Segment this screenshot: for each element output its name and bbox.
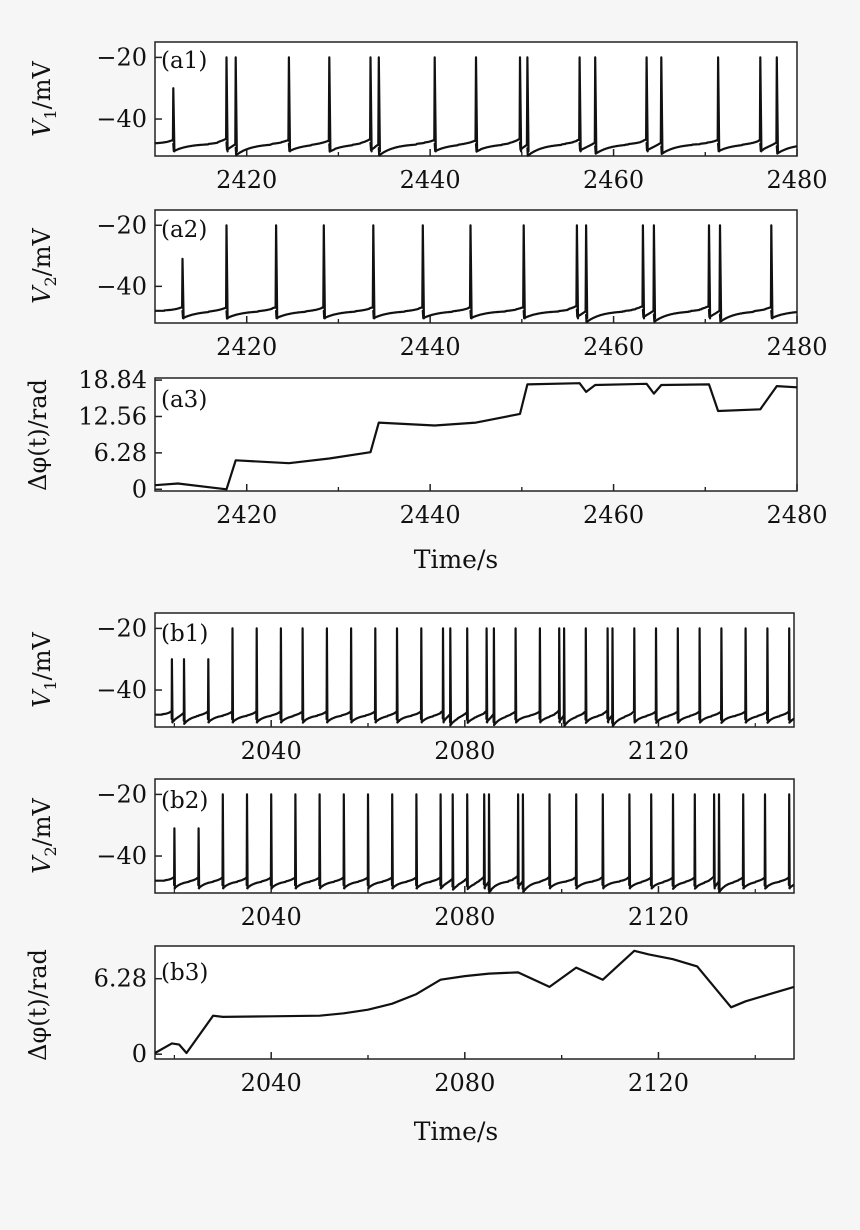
x-tick-label: 2080: [434, 737, 495, 765]
panel-a2-ylabel-sub: 2: [41, 276, 60, 286]
y-tick-label: 6.28: [94, 965, 147, 993]
x-tick-label: 2440: [400, 333, 461, 361]
panel-b2-ticks: 2040 2080 2120 −20 −40: [96, 780, 756, 931]
panel-a1-ylabel-main: V: [28, 117, 56, 137]
panel-a1-ylabel-sub: 1: [41, 109, 60, 119]
y-tick-label: −20: [96, 211, 147, 239]
x-tick-label: 2120: [628, 1069, 689, 1097]
panel-b2-label: (b2): [161, 788, 208, 814]
x-tick-label: 2120: [628, 737, 689, 765]
y-tick-label: 18.84: [78, 366, 147, 394]
panel-b1-ylabel-rest: /mV: [28, 631, 56, 680]
panel-b3-label: (b3): [161, 960, 208, 986]
panel-a3-ticks: 2420 2440 2460 2480 0 6.28 12.56 18.84: [78, 366, 827, 529]
x-tick-label: 2480: [766, 166, 827, 194]
x-tick-label: 2440: [400, 166, 461, 194]
panel-b2-ylabel-main: V: [28, 854, 56, 874]
panel-a1-ylabel-rest: /mV: [28, 60, 56, 109]
panel-a3-ylabel: Δφ(t)/rad: [24, 379, 52, 491]
y-tick-label: 12.56: [78, 402, 147, 430]
x-tick-label: 2120: [628, 903, 689, 931]
panel-b1-ylabel-sub: 1: [41, 680, 60, 690]
panel-a2-ticks: 2420 2440 2460 2480 −20 −40: [96, 211, 827, 361]
x-tick-label: 2080: [434, 1069, 495, 1097]
y-tick-label: −40: [96, 676, 147, 704]
panel-a2-ylabel-rest: /mV: [28, 227, 56, 276]
y-tick-label: 0: [132, 475, 147, 503]
y-tick-label: 6.28: [94, 439, 147, 467]
panel-a3-xlabel: Time/s: [414, 545, 498, 574]
panel-b2-ylabel: V2/mV: [28, 797, 60, 873]
panel-b2-voltage-trace: [154, 793, 795, 894]
panel-a2-frame: [154, 209, 798, 324]
y-tick-label: −40: [96, 105, 147, 133]
panel-b3-xlabel: Time/s: [414, 1117, 498, 1146]
x-tick-label: 2460: [583, 166, 644, 194]
x-tick-label: 2420: [216, 501, 277, 529]
panel-a1-ticks: 2420 2440 2460 2480 −20 −40: [96, 43, 827, 194]
panel-a1: 2420 2440 2460 2480 −20 −40 (a1) V1/mV: [28, 41, 828, 194]
panel-a2-ylabel-main: V: [28, 284, 56, 304]
panel-b3-phase-trace: [154, 949, 795, 1055]
y-tick-label: 0: [132, 1040, 147, 1068]
x-tick-label: 2460: [583, 333, 644, 361]
y-tick-label: −40: [96, 842, 147, 870]
x-tick-label: 2420: [216, 333, 277, 361]
panel-a3-label: (a3): [161, 387, 207, 413]
x-tick-label: 2440: [400, 501, 461, 529]
x-tick-label: 2480: [766, 501, 827, 529]
x-tick-label: 2040: [241, 737, 302, 765]
panel-b1-ylabel: V1/mV: [28, 631, 60, 707]
panel-a2-ylabel: V2/mV: [28, 227, 60, 303]
panel-b1-ticks: 2040 2080 2120 −20 −40: [96, 614, 756, 765]
panel-a3-frame: [154, 377, 798, 492]
panel-a3-phase-trace: [154, 382, 798, 491]
y-tick-label: −20: [96, 780, 147, 808]
panel-b1-frame: [154, 612, 795, 728]
panel-b2-frame: [154, 778, 795, 894]
x-tick-label: 2420: [216, 166, 277, 194]
x-tick-label: 2460: [583, 501, 644, 529]
x-tick-label: 2480: [766, 333, 827, 361]
panel-b2-ylabel-rest: /mV: [28, 797, 56, 846]
panel-a3: 2420 2440 2460 2480 0 6.28 12.56 18.84 (a3) Δφ(…: [24, 366, 828, 574]
x-tick-label: 2080: [434, 903, 495, 931]
panel-b1-ylabel-main: V: [28, 688, 56, 708]
y-tick-label: −40: [96, 272, 147, 300]
panel-a2: 2420 2440 2460 2480 −20 −40 (a2) V2/mV: [28, 209, 828, 361]
panel-a2-label: (a2): [161, 217, 207, 243]
y-tick-label: −20: [96, 43, 147, 71]
panel-b1: 2040 2080 2120 −20 −40 (b1) V1/mV: [28, 612, 795, 765]
panel-a1-label: (a1): [161, 48, 207, 74]
panel-b3: 2040 2080 2120 0 6.28 (b3) Δφ(t)/rad Time/s: [24, 945, 795, 1146]
panel-b1-voltage-trace: [154, 627, 795, 728]
panel-b1-label: (b1): [161, 621, 208, 647]
panel-a1-ylabel: V1/mV: [28, 60, 60, 136]
panel-b3-ylabel: Δφ(t)/rad: [24, 949, 52, 1061]
panel-b2-ylabel-sub: 2: [41, 846, 60, 856]
panel-a2-voltage-trace: [154, 224, 798, 324]
panel-b2: 2040 2080 2120 −20 −40 (b2) V2/mV: [28, 778, 795, 931]
x-tick-label: 2040: [241, 1069, 302, 1097]
y-tick-label: −20: [96, 614, 147, 642]
x-tick-label: 2040: [241, 903, 302, 931]
panel-b3-ticks: 2040 2080 2120 0 6.28: [94, 965, 756, 1097]
panel-a1-voltage-trace: [154, 56, 798, 157]
panel-b3-frame: [154, 945, 795, 1060]
